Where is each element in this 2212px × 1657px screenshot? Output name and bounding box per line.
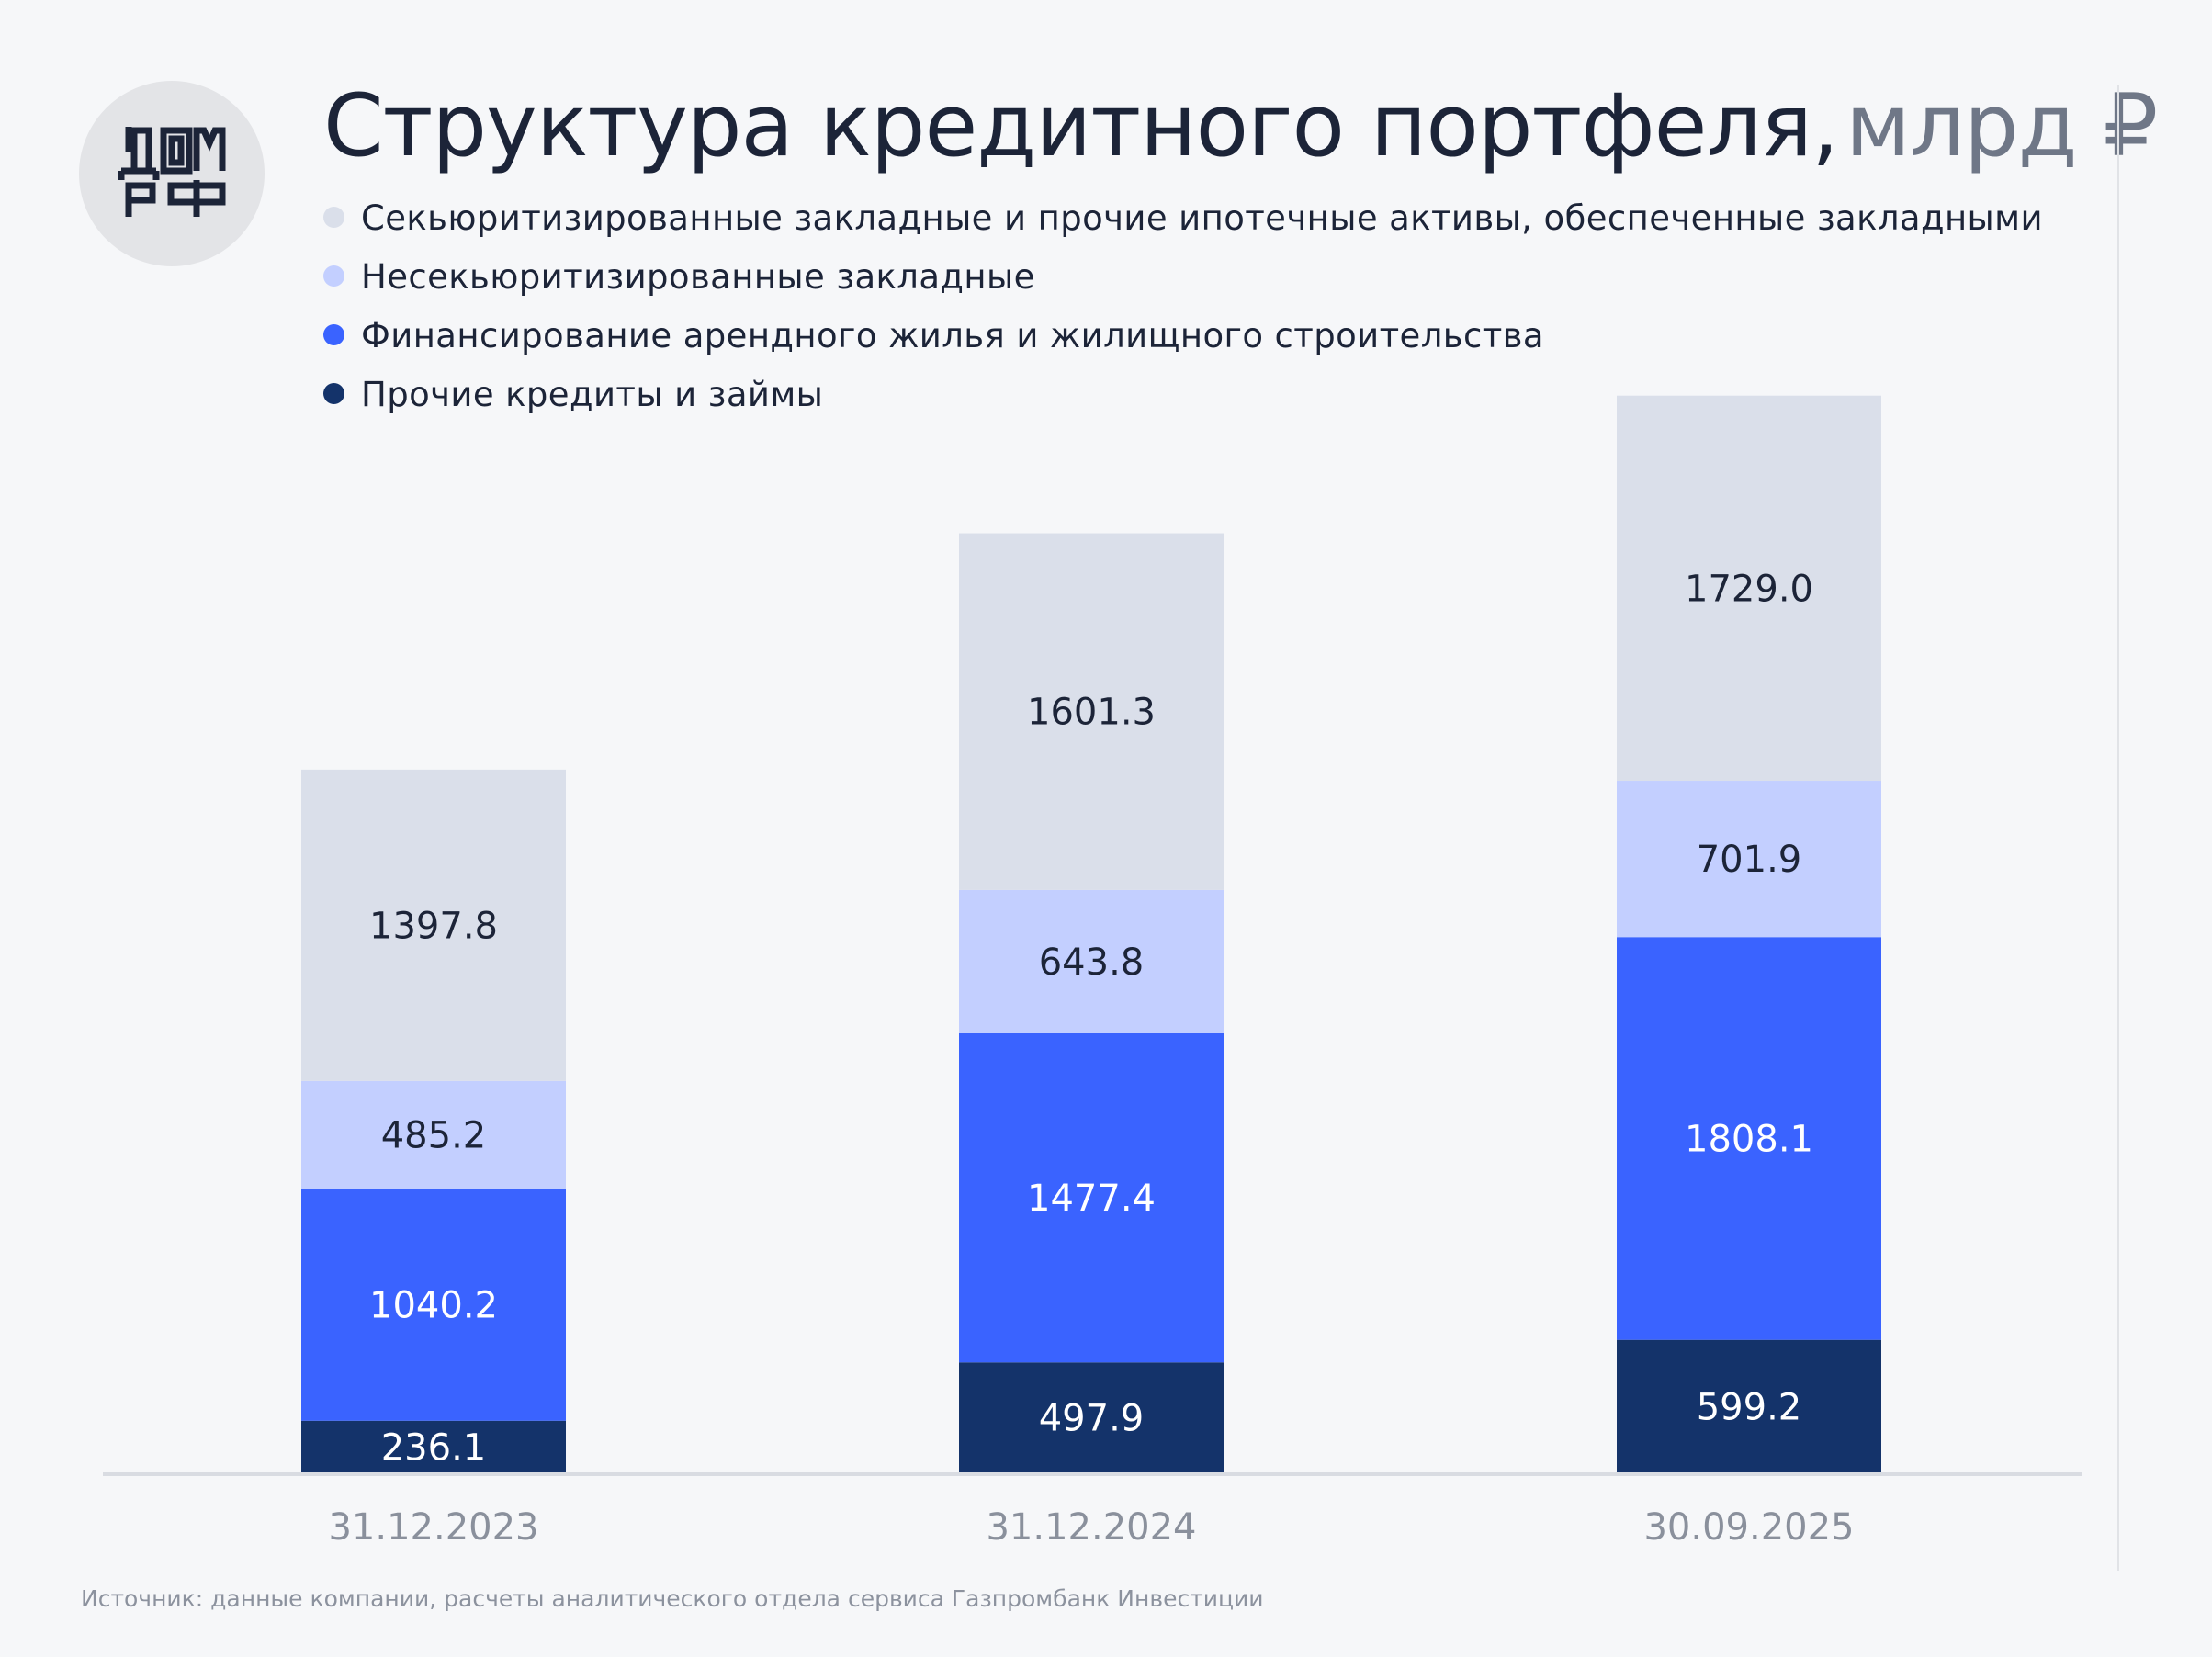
data-label-non-securitized-1: 485.2 <box>381 1115 487 1157</box>
legend-label-other-loans: Прочие кредиты и займы <box>361 375 824 414</box>
source-note: Источник: данные компании, расчеты анали… <box>81 1585 1264 1612</box>
bar-segment-rental-financing-3 <box>1617 937 1881 1340</box>
bar-segment-securitized-3 <box>1617 395 1881 782</box>
legend-label-securitized: Секьюритизированные закладные и прочие и… <box>361 198 2043 238</box>
chart-title: Структура кредитного портфеля,млрд ₽ <box>323 72 2158 182</box>
bar-segment-other-loans-2 <box>959 1362 1224 1473</box>
legend-item-rental-financing: Финансирование арендного жилья и жилищно… <box>323 307 2043 366</box>
bar-segment-securitized-2 <box>959 533 1224 890</box>
legend-label-rental-financing: Финансирование арендного жилья и жилищно… <box>361 316 1544 355</box>
legend-item-non-securitized: Несекьюритизированные закладные <box>323 248 2043 307</box>
legend-label-non-securitized: Несекьюритизированные закладные <box>361 257 1035 297</box>
title-main-text: Структура кредитного портфеля, <box>323 76 1839 176</box>
x-tick-label-3: 30.09.2025 <box>1643 1506 1854 1549</box>
bar-segment-securitized-1 <box>301 769 566 1081</box>
x-tick-label-2: 31.12.2024 <box>986 1506 1196 1549</box>
bar-segment-non-securitized-1 <box>301 1080 566 1189</box>
title-unit-text: млрд ₽ <box>1845 76 2158 176</box>
bar-segment-other-loans-3 <box>1617 1339 1881 1473</box>
data-label-rental-financing-2: 1477.4 <box>1027 1178 1156 1220</box>
legend-swatch-securitized <box>323 207 344 228</box>
data-label-securitized-3: 1729.0 <box>1685 568 1813 610</box>
x-tick-label-1: 31.12.2023 <box>328 1506 538 1549</box>
data-label-rental-financing-1: 1040.2 <box>369 1285 498 1327</box>
bar-segment-rental-financing-1 <box>301 1189 566 1421</box>
bar-segment-other-loans-1 <box>301 1420 566 1473</box>
data-label-rental-financing-3: 1808.1 <box>1685 1118 1813 1160</box>
legend-item-other-loans: Прочие кредиты и займы <box>323 366 2043 424</box>
data-label-non-securitized-2: 643.8 <box>1039 941 1145 984</box>
data-label-other-loans-3: 599.2 <box>1697 1386 1802 1428</box>
bar-segment-rental-financing-2 <box>959 1032 1224 1363</box>
data-label-non-securitized-3: 701.9 <box>1697 839 1802 881</box>
data-label-other-loans-2: 497.9 <box>1039 1398 1145 1440</box>
bar-segment-non-securitized-2 <box>959 889 1224 1033</box>
brand-logo <box>79 81 265 266</box>
data-label-securitized-2: 1601.3 <box>1027 692 1156 734</box>
dom-rf-logo-icon <box>118 127 226 217</box>
data-label-other-loans-1: 236.1 <box>381 1426 487 1469</box>
legend-item-securitized: Секьюритизированные закладные и прочие и… <box>323 189 2043 248</box>
bar-segment-non-securitized-3 <box>1617 781 1881 938</box>
legend-swatch-other-loans <box>323 383 344 404</box>
right-divider <box>2117 85 2119 1571</box>
legend-swatch-non-securitized <box>323 265 344 287</box>
chart-legend: Секьюритизированные закладные и прочие и… <box>323 189 2043 424</box>
legend-swatch-rental-financing <box>323 324 344 345</box>
data-label-securitized-1: 1397.8 <box>369 905 498 947</box>
